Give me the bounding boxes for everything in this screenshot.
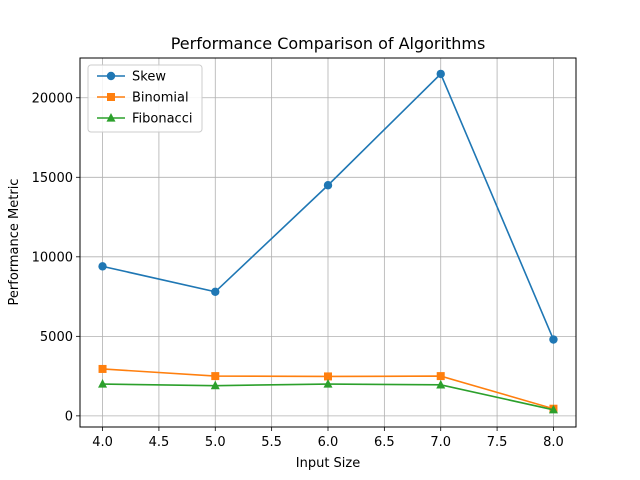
y-tick-label: 20000 xyxy=(32,91,73,106)
legend-label-fibonacci: Fibonacci xyxy=(132,112,192,127)
x-tick-label: 7.0 xyxy=(430,435,451,450)
y-tick-label: 5000 xyxy=(40,330,73,345)
y-tick-label: 0 xyxy=(65,409,73,424)
chart-title: Performance Comparison of Algorithms xyxy=(171,34,486,53)
x-tick-label: 6.5 xyxy=(374,435,395,450)
y-axis-label: Performance Metric xyxy=(7,179,22,306)
x-tick-label: 7.5 xyxy=(487,435,508,450)
data-point-fibonacci xyxy=(210,380,220,390)
data-point-skew xyxy=(211,287,220,297)
x-tick-label: 4.0 xyxy=(92,435,113,450)
data-point-fibonacci xyxy=(323,379,333,388)
grid xyxy=(80,58,576,427)
data-point-fibonacci xyxy=(548,404,558,414)
data-point-fibonacci xyxy=(436,379,446,389)
series-fibonacci xyxy=(98,379,558,414)
x-tick-label: 6.0 xyxy=(318,435,339,450)
legend-box xyxy=(87,64,203,133)
x-tick-label: 5.5 xyxy=(261,435,282,450)
x-axis-label: Input Size xyxy=(296,456,360,471)
y-tick-label: 10000 xyxy=(32,250,73,265)
data-point-skew xyxy=(323,181,333,190)
data-point-binomial xyxy=(98,364,107,373)
y-tick-label: 15000 xyxy=(32,171,73,186)
data-point-fibonacci xyxy=(98,379,108,388)
x-tick-label: 8.0 xyxy=(543,435,564,450)
legend: Skew Binomial Fibonacci xyxy=(87,64,203,133)
data-point-binomial xyxy=(324,372,332,381)
legend-label-skew: Skew xyxy=(132,70,166,85)
legend-marker-binomial xyxy=(107,93,115,101)
ticks: 4.0 4.5 5.0 5.5 6.0 6.5 7.0 7.5 8.0 0 5000 10000 150… xyxy=(32,91,564,450)
data-point-skew xyxy=(98,262,107,271)
series-layer xyxy=(98,69,558,414)
x-tick-label: 4.5 xyxy=(149,435,170,450)
legend-marker-skew xyxy=(106,71,116,81)
legend-marker-fibonacci xyxy=(106,113,116,122)
data-point-skew xyxy=(436,69,445,79)
data-point-binomial xyxy=(211,372,220,381)
series-skew xyxy=(98,69,558,344)
legend-label-binomial: Binomial xyxy=(132,91,189,106)
data-point-skew xyxy=(549,335,558,344)
x-tick-label: 5.0 xyxy=(205,435,226,450)
data-point-binomial xyxy=(436,372,445,381)
